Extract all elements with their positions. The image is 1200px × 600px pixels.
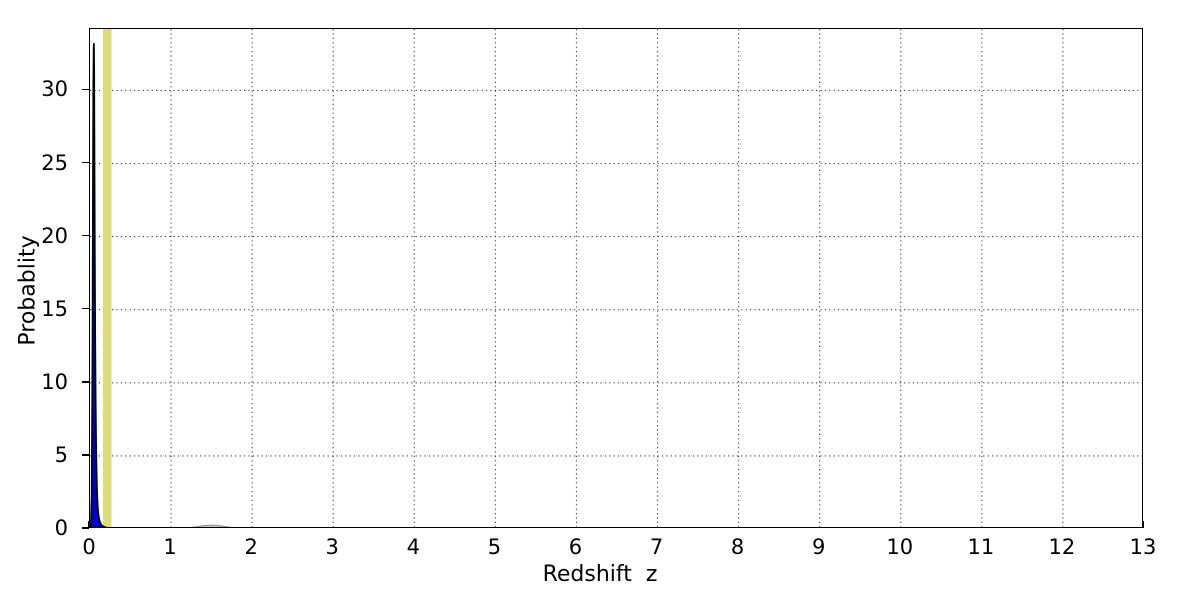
y-tick-mark-1 [82, 454, 89, 456]
y-tick-label-0: 0 [54, 516, 68, 540]
y-tick-mark-6 [82, 88, 89, 91]
x-tick-label-0: 0 [82, 535, 96, 559]
grid-lines [90, 29, 1142, 527]
data-series-group [90, 42, 233, 527]
y-tick-label-6: 30 [41, 77, 68, 102]
x-tick-label-2: 2 [244, 535, 258, 559]
x-tick-label-13: 13 [1129, 535, 1157, 559]
x-tick-label-4: 4 [406, 535, 420, 559]
x-tick-label-3: 3 [325, 535, 339, 559]
y-tick-mark-4 [82, 234, 89, 237]
y-tick-label-3: 15 [41, 296, 68, 321]
series-posterior-pdf [90, 42, 215, 527]
x-tick-label-6: 6 [568, 535, 583, 559]
y-tick-mark-0 [82, 527, 89, 529]
series-secondary-bump [190, 524, 233, 527]
redshift-marker-band [102, 29, 112, 527]
x-tick-label-8: 8 [730, 535, 745, 559]
plot-area [89, 28, 1143, 528]
y-tick-mark-3 [82, 307, 89, 310]
x-tick-label-11: 11 [967, 535, 995, 559]
x-tick-label-12: 12 [1048, 535, 1076, 559]
x-tick-label-7: 7 [649, 535, 664, 559]
x-tick-label-1: 1 [163, 535, 177, 559]
y-tick-label-4: 20 [41, 223, 68, 248]
y-tick-mark-5 [82, 161, 89, 164]
y-tick-label-5: 25 [41, 150, 68, 175]
x-tick-label-5: 5 [487, 535, 502, 559]
x-tick-label-9: 9 [812, 535, 826, 559]
plot-svg [90, 29, 1142, 527]
y-tick-label-1: 5 [54, 442, 68, 467]
x-axis-label: Redshift z [542, 562, 658, 587]
y-tick-label-2: 10 [41, 369, 68, 394]
x-tick-mark-0 [88, 521, 90, 528]
y-tick-mark-2 [82, 381, 89, 383]
x-tick-label-10: 10 [886, 535, 914, 559]
